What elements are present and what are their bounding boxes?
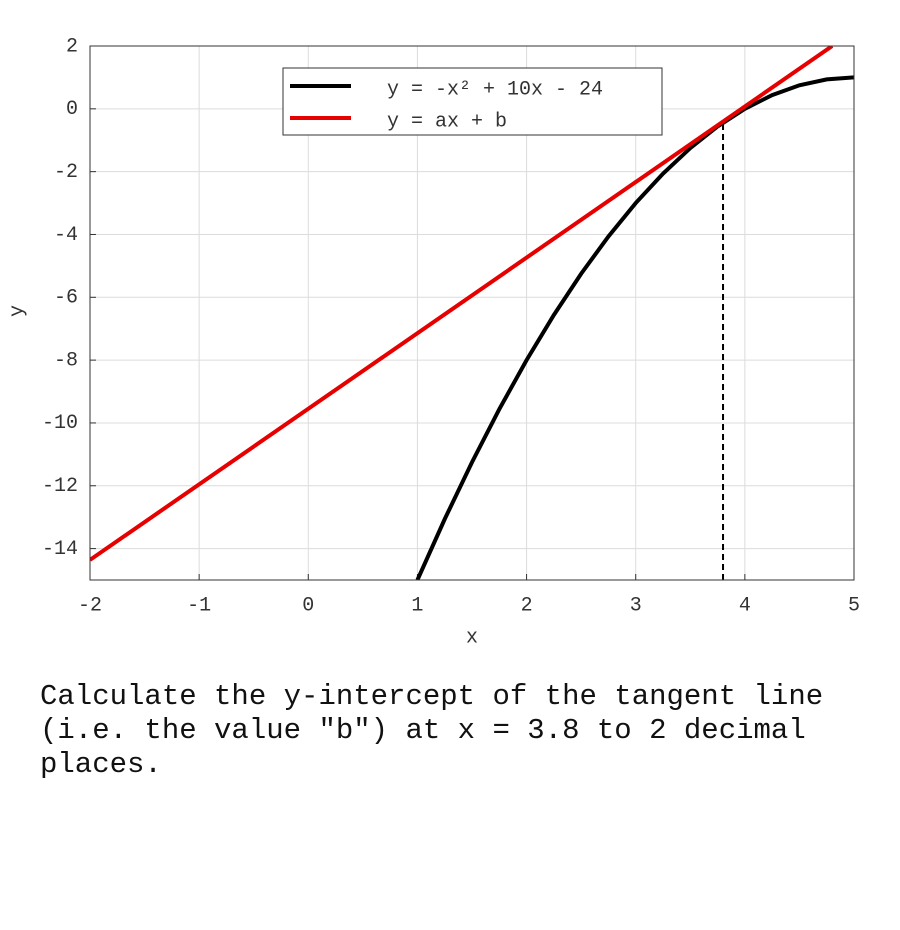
y-axis-label: y [6,305,29,317]
y-tick-label: 0 [66,98,78,121]
series-line [90,46,834,562]
x-axis-label: x [466,626,478,649]
legend-label: y = -x² + 10x - 24 [387,78,603,101]
y-tick-label: -2 [54,161,78,184]
x-tick-label: 5 [848,594,860,617]
x-tick-label: 3 [630,594,642,617]
plot-area [90,46,854,580]
y-tick-label: -8 [54,349,78,372]
x-tick-label: 4 [739,594,751,617]
y-tick-label: -14 [42,538,78,561]
y-tick-label: -6 [54,287,78,310]
y-tick-label: -12 [42,475,78,498]
x-tick-label: 0 [302,594,314,617]
legend-box [282,67,663,136]
y-tick-label: 2 [66,35,78,58]
x-tick-label: -2 [78,594,102,617]
y-tick-label: -10 [42,412,78,435]
x-tick-label: 2 [521,594,533,617]
y-tick-label: -4 [54,224,78,247]
x-tick-label: -1 [187,594,211,617]
x-tick-label: 1 [411,594,423,617]
series-line [415,75,854,580]
question: Calculate the y-intercept of the tangent… [40,680,824,781]
legend-label: y = ax + b [387,110,507,133]
plot-frame [89,45,855,581]
